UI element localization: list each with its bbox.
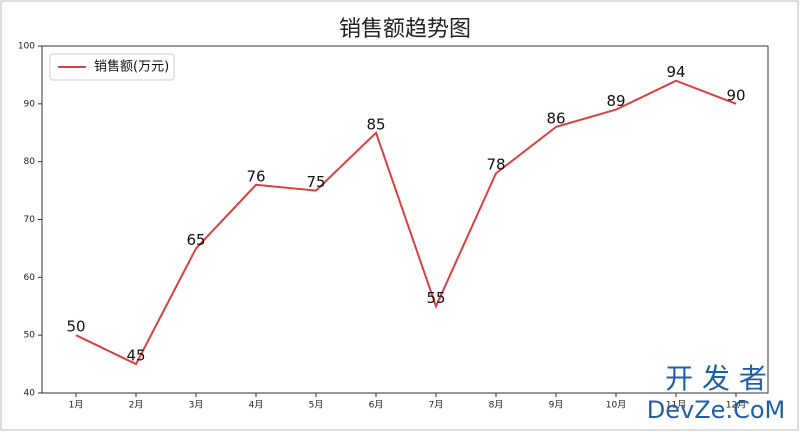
x-tick-label: 2月 [129, 400, 144, 411]
data-label: 89 [606, 92, 625, 110]
x-tick-label: 9月 [549, 400, 564, 411]
x-tick-label: 5月 [309, 400, 324, 411]
x-tick-label: 1月 [69, 400, 84, 411]
data-label: 45 [126, 347, 145, 365]
x-tick-label: 3月 [189, 400, 204, 411]
x-tick-label: 8月 [489, 400, 504, 411]
y-tick-label: 70 [24, 215, 36, 225]
x-tick-label: 7月 [429, 400, 444, 411]
chart-title: 销售额趋势图 [339, 17, 471, 42]
watermark: DevZe.CoM [647, 396, 785, 424]
data-label: 85 [366, 115, 385, 133]
x-tick-label: 11月 [666, 400, 686, 411]
data-label: 86 [546, 109, 565, 127]
data-label: 90 [726, 86, 745, 104]
data-label: 55 [426, 289, 445, 307]
y-tick-label: 50 [24, 331, 36, 341]
y-tick-label: 90 [24, 99, 36, 109]
line-series [75, 79, 737, 366]
y-tick-label: 80 [24, 157, 36, 167]
watermark: 开 发 者 [665, 362, 767, 395]
data-label: 75 [306, 173, 325, 191]
data-label: 94 [666, 63, 685, 81]
legend-label: 销售额(万元) [94, 59, 169, 75]
data-label: 65 [186, 231, 205, 249]
data-label: 78 [486, 156, 505, 174]
x-tick-label: 12月 [726, 400, 746, 411]
legend-box [49, 53, 175, 81]
y-tick-label: 40 [24, 389, 36, 399]
x-tick-label: 4月 [249, 400, 264, 411]
x-tick-label: 6月 [369, 400, 384, 411]
y-tick-label: 60 [24, 273, 36, 283]
x-tick-label: 10月 [606, 400, 626, 411]
y-tick-label: 100 [18, 42, 35, 52]
data-label: 76 [246, 167, 265, 185]
data-label: 50 [66, 318, 85, 336]
